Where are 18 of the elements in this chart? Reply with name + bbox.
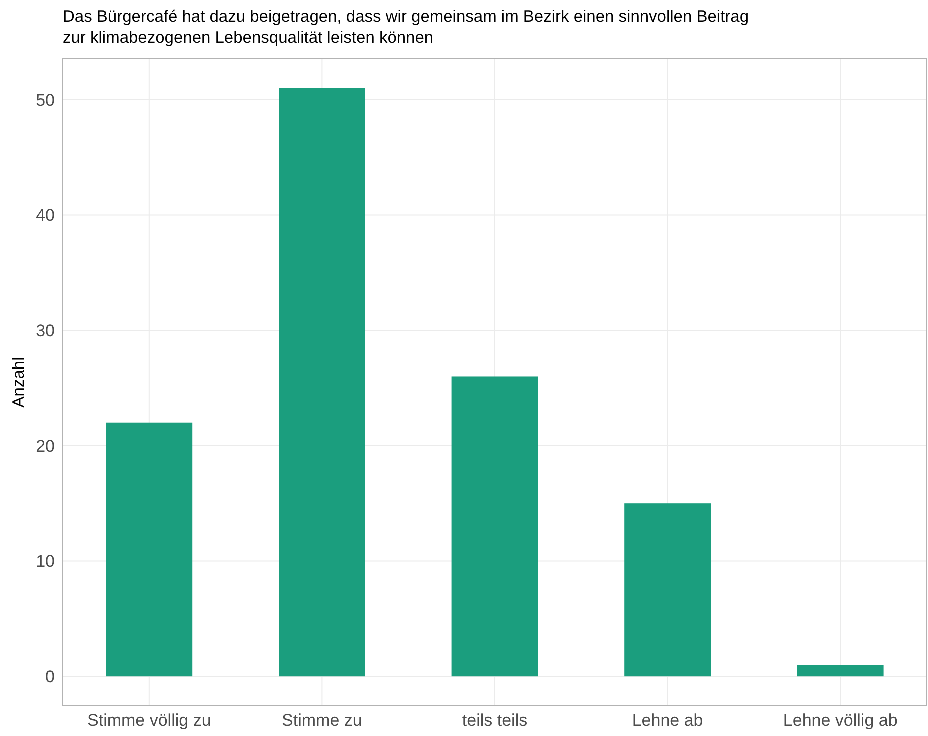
x-tick-label: Stimme völlig zu xyxy=(88,711,212,730)
y-tick-label: 20 xyxy=(36,436,55,456)
x-tick-label: Lehne völlig ab xyxy=(783,711,898,730)
y-tick-label: 50 xyxy=(36,90,55,110)
bar xyxy=(797,665,884,677)
x-tick-label: teils teils xyxy=(462,711,528,730)
x-tick-label: Stimme zu xyxy=(282,711,362,730)
y-tick-label: 10 xyxy=(36,552,55,572)
bar xyxy=(279,88,366,677)
y-tick-label: 40 xyxy=(36,206,55,226)
bar xyxy=(452,376,538,677)
bar xyxy=(106,422,193,677)
chart-title: Das Bürgercafé hat dazu beigetragen, dass wir gemeinsam im Bezirk einen sinnvollen Beitrag zur klimabezogenen Lebensqualität leisten können xyxy=(63,8,750,47)
x-tick-label: Lehne ab xyxy=(632,711,704,730)
y-axis-title: Anzahl xyxy=(10,357,28,408)
y-tick-label: 30 xyxy=(36,322,55,341)
y-tick-label: 0 xyxy=(46,668,55,687)
bar xyxy=(624,504,711,677)
